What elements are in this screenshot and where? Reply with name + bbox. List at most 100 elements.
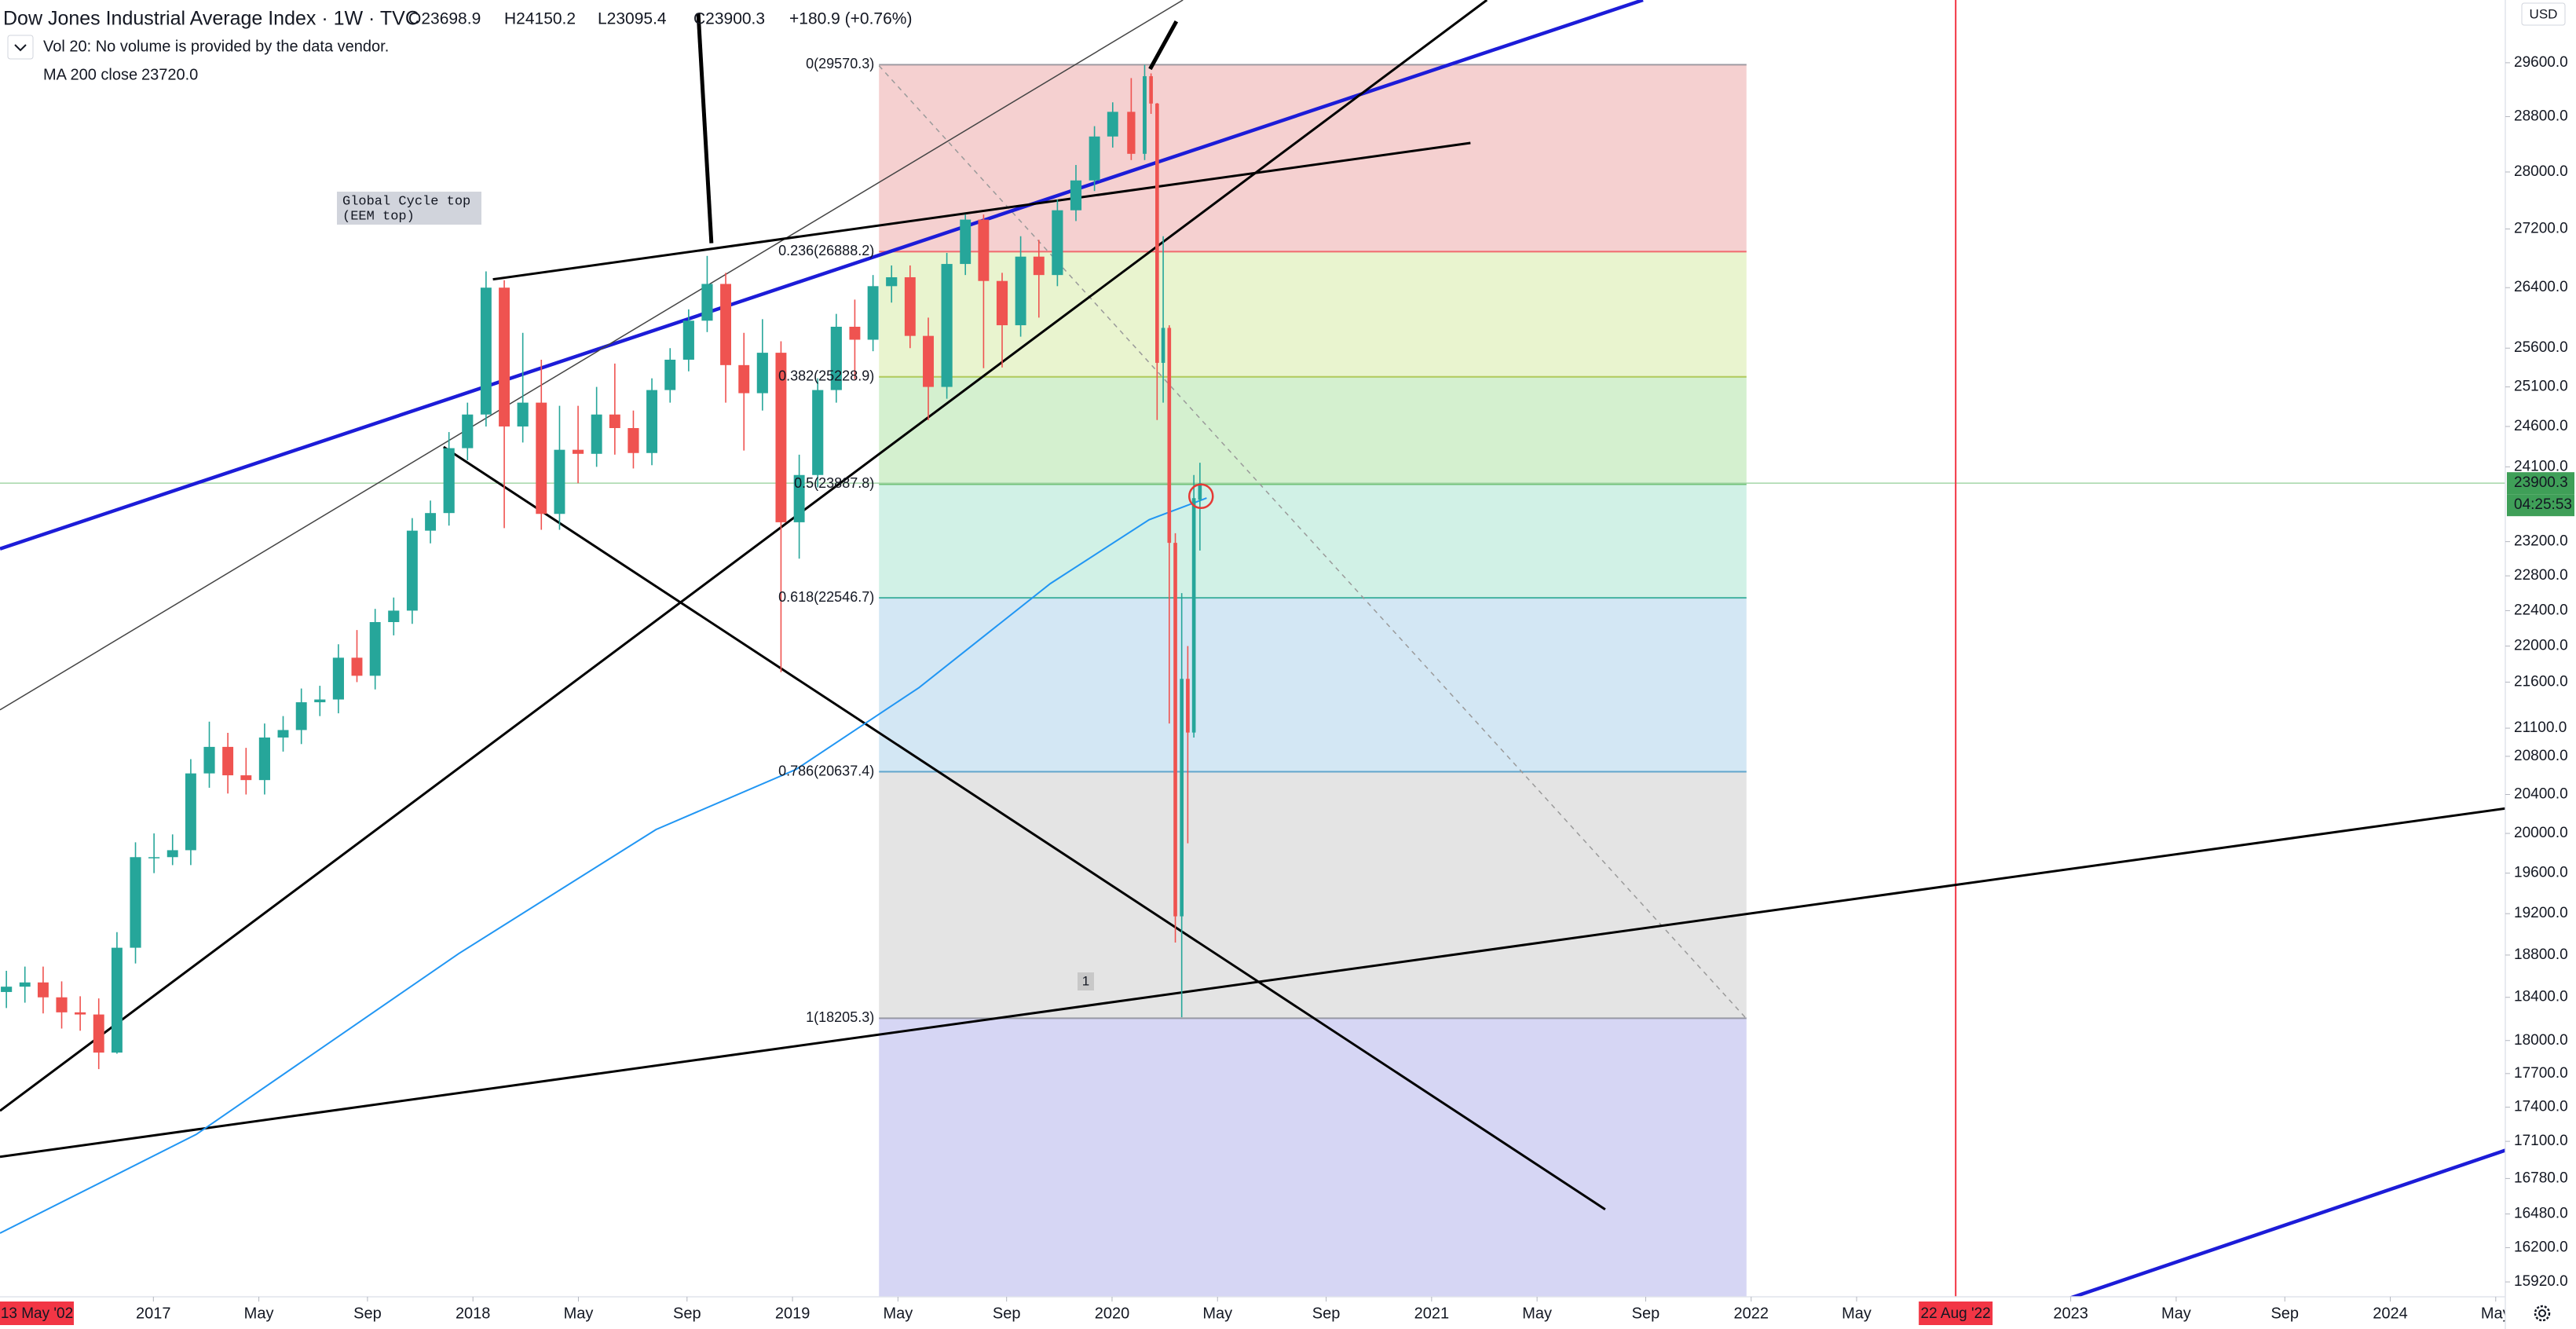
candle-body <box>960 219 971 265</box>
note-box <box>337 192 481 225</box>
trend-line <box>1148 20 1179 71</box>
candle-body <box>591 414 602 454</box>
candle-body <box>203 746 215 774</box>
marker-box <box>1078 972 1094 990</box>
candle-body <box>1033 256 1045 276</box>
candle-body <box>166 850 178 858</box>
y-tick-label: 24600.0 <box>2514 418 2568 434</box>
settings-icon-hub <box>2538 1309 2546 1317</box>
fib-label: 0.618(22546.7) <box>778 589 874 605</box>
ohlc-change: +180.9 (+0.76%) <box>789 10 912 28</box>
x-tick-label: 2018 <box>456 1305 491 1322</box>
y-tick-label: 22400.0 <box>2514 602 2568 618</box>
settings-icon[interactable] <box>2534 1305 2551 1322</box>
fib-zone <box>879 598 1747 772</box>
y-tick-label: 24100.0 <box>2514 458 2568 474</box>
fib-zone <box>879 1018 1747 1297</box>
x-tick-label: May <box>1842 1305 1872 1322</box>
x-tick-label: Sep <box>1632 1305 1660 1322</box>
currency: USD <box>2530 6 2558 21</box>
candle-body <box>295 702 307 730</box>
candle-body <box>1107 112 1118 137</box>
fib-zone <box>879 484 1747 599</box>
currency-box <box>2521 2 2566 26</box>
candle-body <box>56 997 68 1012</box>
x-tick-label: Sep <box>1312 1305 1341 1322</box>
fib-label: 0.5(23887.8) <box>794 475 874 491</box>
settings-icon-ring <box>2534 1305 2551 1322</box>
candle-body <box>1155 103 1159 363</box>
candle-body <box>1149 76 1153 104</box>
y-tick-label: 16200.0 <box>2514 1239 2568 1255</box>
candle-body <box>332 657 344 700</box>
y-tick-label: 20400.0 <box>2514 786 2568 803</box>
ma-legend-name: MA 200 close <box>43 66 137 83</box>
marker-text: 1 <box>1082 973 1089 988</box>
fib-label: 1(18205.3) <box>806 1009 874 1025</box>
toggle-button[interactable] <box>7 35 34 60</box>
candle-body <box>830 327 842 390</box>
candle-body <box>646 390 658 453</box>
y-tick-label: 16480.0 <box>2514 1206 2568 1222</box>
candle-body <box>1186 679 1190 733</box>
candle-body <box>738 364 750 394</box>
x-tick-label: 2020 <box>1095 1305 1130 1322</box>
candle-body <box>867 286 879 340</box>
candle-body <box>499 287 510 427</box>
candle-body <box>1052 210 1063 276</box>
y-tick-label: 17100.0 <box>2514 1133 2568 1149</box>
candle-body <box>978 219 990 281</box>
fib-trend <box>878 65 1747 1020</box>
fib-zone <box>879 771 1747 1019</box>
y-tick-label: 20000.0 <box>2514 825 2568 841</box>
y-tick-label: 17400.0 <box>2514 1099 2568 1115</box>
ma-legend-value: 23720.0 <box>141 66 198 83</box>
volume-note: Vol 20: No volume is provided by the dat… <box>43 38 389 55</box>
candle-body <box>1167 328 1172 544</box>
trend-line <box>2069 1148 2507 1300</box>
candle-body <box>609 414 620 428</box>
fib-zone <box>879 376 1747 485</box>
x-tick-label: May <box>883 1305 913 1322</box>
y-tick-label: 23200.0 <box>2514 533 2568 550</box>
ohlc-open: O23698.9 <box>408 10 481 28</box>
countdown-box <box>2507 494 2574 517</box>
y-tick-label: 27200.0 <box>2514 221 2568 237</box>
candle-body <box>443 448 455 514</box>
candle-body <box>664 359 676 390</box>
candle-body <box>517 402 529 427</box>
candle-body <box>536 402 547 514</box>
ohlc-low: L23095.4 <box>598 10 667 28</box>
candle-body <box>1173 543 1177 917</box>
candle-body <box>682 320 694 360</box>
trend-line <box>492 141 1471 281</box>
candle-body <box>462 414 474 448</box>
y-tick-label: 19600.0 <box>2514 865 2568 881</box>
y-tick-label: 28000.0 <box>2514 163 2568 180</box>
y-tick-label: 26400.0 <box>2514 279 2568 295</box>
fib-label: 0(29570.3) <box>806 56 874 71</box>
candle-body <box>1127 112 1136 154</box>
candle-body <box>701 284 713 321</box>
y-tick-label: 29600.0 <box>2514 54 2568 71</box>
candle-body <box>314 699 326 703</box>
candle-body <box>369 621 381 676</box>
y-tick-label: 21100.0 <box>2514 719 2567 736</box>
ohlc-high: H24150.2 <box>504 10 576 28</box>
x-tick-label: May <box>2161 1305 2191 1322</box>
candle-body <box>1015 256 1026 326</box>
trend-line <box>0 0 1488 1112</box>
candle-body <box>1143 76 1147 154</box>
candle-body <box>351 657 363 676</box>
fib-label: 0.786(20637.4) <box>778 763 874 778</box>
trend-line <box>0 0 1184 711</box>
x-tick-label: Sep <box>353 1305 382 1322</box>
candle-body <box>425 513 437 531</box>
note-text: Global Cycle top <box>342 194 470 209</box>
cursor-date: 22 Aug '22 <box>1921 1305 1991 1322</box>
candle-body <box>480 287 492 415</box>
candle-body <box>258 737 270 781</box>
y-tick-label: 20800.0 <box>2514 748 2568 764</box>
x-tick-label: 2022 <box>1733 1305 1769 1322</box>
